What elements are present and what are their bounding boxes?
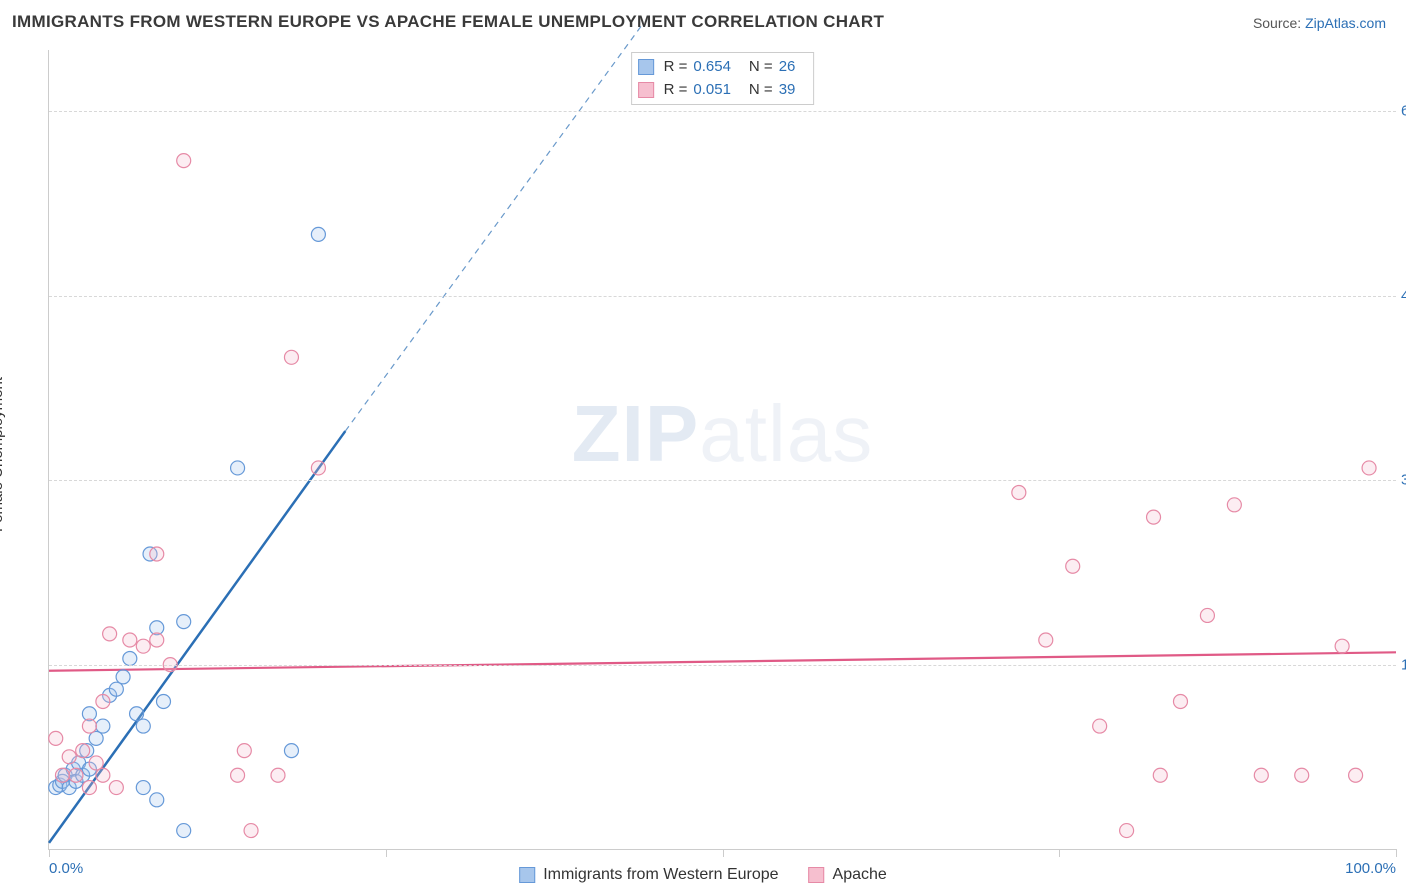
y-tick-label: 60.0%	[1401, 103, 1406, 120]
x-tick-label: 100.0%	[1345, 860, 1396, 877]
legend-label-blue: Immigrants from Western Europe	[543, 866, 778, 884]
gridline	[49, 665, 1396, 666]
gridline	[49, 480, 1396, 481]
stat-n-label-2: N =	[749, 79, 773, 102]
chart-title: IMMIGRANTS FROM WESTERN EUROPE VS APACHE…	[12, 12, 884, 32]
stat-n-value-pink: 39	[779, 79, 796, 102]
source-link[interactable]: ZipAtlas.com	[1305, 15, 1386, 31]
source-label: Source:	[1253, 15, 1305, 31]
legend-swatch-blue	[519, 867, 535, 883]
y-tick-label: 45.0%	[1401, 287, 1406, 304]
x-tick	[49, 849, 50, 857]
stats-legend-box: R = 0.654 N = 26 R = 0.051 N = 39	[631, 52, 815, 105]
scatter-svg	[49, 50, 1396, 849]
source-attribution: Source: ZipAtlas.com	[1253, 15, 1386, 31]
gridline	[49, 111, 1396, 112]
y-axis-label: Female Unemployment	[0, 377, 6, 532]
stats-row-blue: R = 0.654 N = 26	[638, 56, 804, 79]
y-tick-label: 15.0%	[1401, 656, 1406, 673]
x-tick	[386, 849, 387, 857]
x-tick-label: 0.0%	[49, 860, 83, 877]
legend-swatch-pink	[809, 867, 825, 883]
stat-r-value-blue: 0.654	[693, 56, 731, 79]
plot-area: ZIPatlas R = 0.654 N = 26 R = 0.051 N = …	[48, 50, 1396, 850]
stat-r-label: R =	[664, 56, 688, 79]
legend-item-blue: Immigrants from Western Europe	[519, 866, 778, 884]
x-tick	[1396, 849, 1397, 857]
stat-n-label: N =	[749, 56, 773, 79]
stat-r-label-2: R =	[664, 79, 688, 102]
chart-container: IMMIGRANTS FROM WESTERN EUROPE VS APACHE…	[0, 0, 1406, 892]
x-tick	[1059, 849, 1060, 857]
legend-item-pink: Apache	[809, 866, 887, 884]
gridline	[49, 296, 1396, 297]
stats-row-pink: R = 0.051 N = 39	[638, 79, 804, 102]
legend-label-pink: Apache	[833, 866, 887, 884]
stat-n-value-blue: 26	[779, 56, 796, 79]
swatch-pink	[638, 82, 654, 98]
x-tick	[723, 849, 724, 857]
bottom-legend: Immigrants from Western Europe Apache	[519, 866, 887, 884]
stat-r-value-pink: 0.051	[693, 79, 731, 102]
y-tick-label: 30.0%	[1401, 472, 1406, 489]
swatch-blue	[638, 59, 654, 75]
